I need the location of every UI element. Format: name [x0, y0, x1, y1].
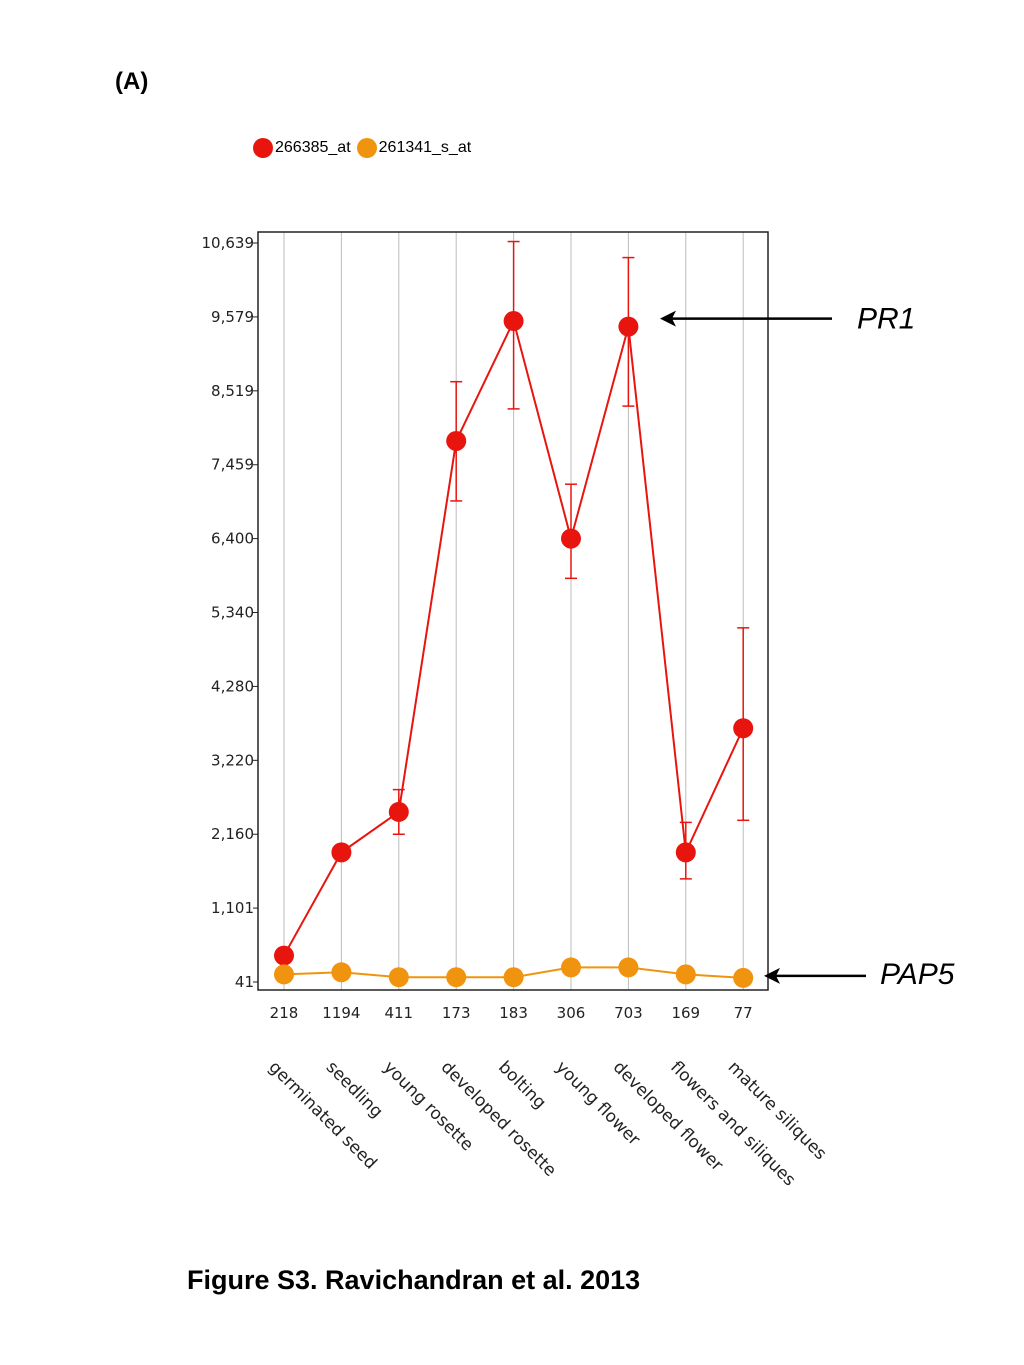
data-point-1-5: [503, 311, 524, 332]
y-tick-label-2: 1,101: [211, 899, 254, 917]
sample-count-label-4: 173: [442, 1004, 471, 1022]
chart-legend: 266385_at 261341_s_at: [253, 138, 477, 158]
category-label-5: bolting: [494, 1057, 550, 1113]
y-tick-label-10: 9,579: [211, 308, 254, 326]
sample-count-label-9: 77: [734, 1004, 753, 1022]
data-point-2-8: [675, 964, 696, 985]
sample-count-label-6: 306: [557, 1004, 586, 1022]
data-point-2-4: [446, 967, 467, 988]
figure-caption: Figure S3. Ravichandran et al. 2013: [187, 1265, 641, 1295]
pr1-arrow-head: [660, 310, 676, 327]
plot-frame: [257, 231, 769, 991]
pap5-annotation: PAP5: [880, 958, 955, 991]
category-label-9: mature siliques: [724, 1057, 831, 1164]
y-tick-label-7: 6,400: [211, 530, 254, 548]
data-point-2-5: [503, 967, 524, 988]
data-point-1-2: [331, 842, 352, 863]
sample-count-label-1: 218: [270, 1004, 299, 1022]
legend-label-series-2: 261341_s_at: [378, 139, 472, 156]
y-tick-label-3: 2,160: [211, 825, 254, 843]
legend-item-series-2: 261341_s_at: [356, 138, 472, 158]
panel-label: (A): [115, 68, 149, 95]
sample-count-label-5: 183: [499, 1004, 528, 1022]
data-point-2-3: [388, 967, 409, 988]
legend-marker-series-2: [356, 138, 377, 158]
y-tick-label-5: 4,280: [211, 677, 254, 695]
legend-marker-series-1: [253, 138, 273, 158]
data-point-2-7: [618, 957, 639, 978]
sample-count-label-3: 411: [384, 1004, 413, 1022]
legend-label-series-1: 266385_at: [275, 139, 351, 156]
y-tick-label-9: 8,519: [211, 382, 254, 400]
pr1-annotation: PR1: [857, 303, 915, 336]
sample-count-label-2: 1194: [322, 1004, 360, 1022]
y-tick-label-1: 41: [235, 973, 254, 991]
category-label-1: germinated seed: [264, 1057, 380, 1173]
data-point-2-9: [733, 967, 754, 988]
y-tick-label-6: 5,340: [211, 604, 254, 622]
series-2: [274, 957, 754, 988]
data-point-1-9: [733, 718, 754, 739]
sample-count-label-8: 169: [671, 1004, 700, 1022]
legend-item-series-1: 266385_at: [253, 138, 351, 158]
data-point-1-3: [388, 801, 409, 822]
series-1: [274, 240, 754, 966]
data-point-1-4: [446, 430, 467, 451]
category-label-7: developed flower: [609, 1057, 727, 1175]
data-point-2-6: [561, 957, 581, 978]
data-point-1-1: [274, 945, 294, 966]
pap5-arrow-head: [764, 967, 780, 984]
data-point-1-7: [618, 316, 639, 337]
data-point-2-2: [331, 962, 352, 983]
y-tick-label-8: 7,459: [211, 456, 254, 474]
line-chart: 41 1,101 2,160 3,220 4,280 5,340 6,400 7,459 8,5…: [202, 231, 955, 1190]
data-point-1-6: [561, 528, 581, 549]
y-tick-label-4: 3,220: [211, 751, 254, 769]
y-tick-label-11: 10,639: [202, 234, 255, 252]
data-point-2-1: [274, 964, 294, 985]
data-point-1-8: [675, 842, 696, 863]
sample-count-label-7: 703: [614, 1004, 643, 1022]
